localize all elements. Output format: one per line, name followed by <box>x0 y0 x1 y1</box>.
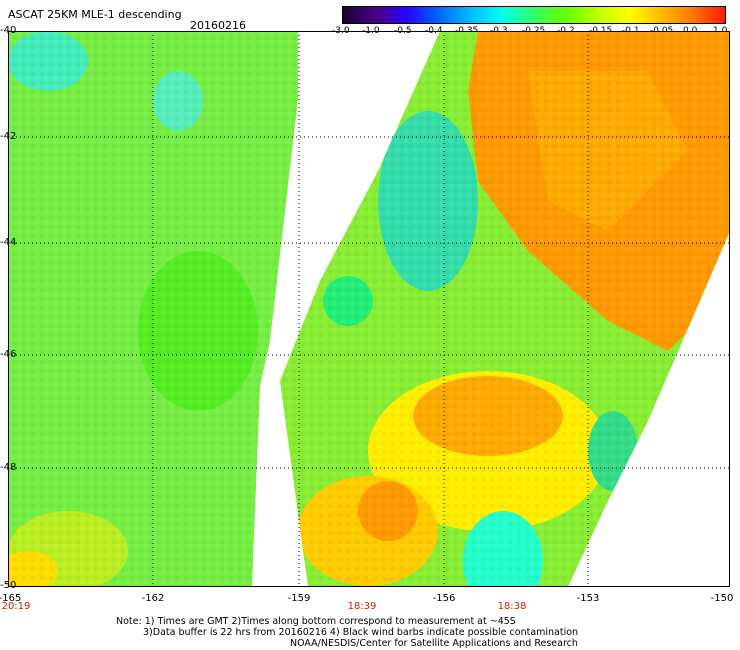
note-line-3: NOAA/NESDIS/Center for Satellite Applica… <box>290 638 578 649</box>
lat-label: -46 <box>0 349 17 360</box>
note-line-1: Note: 1) Times are GMT 2)Times along bot… <box>116 616 516 627</box>
lat-label: -48 <box>0 462 17 473</box>
map-frame <box>8 31 730 587</box>
color-scale-bar <box>342 6 726 24</box>
lat-label: -44 <box>0 237 17 248</box>
graticule <box>8 31 730 587</box>
swath-left <box>8 31 298 587</box>
lon-label: -165 <box>0 593 22 604</box>
map-date: 20160216 <box>190 19 246 32</box>
time-label: 18:38 <box>497 601 527 612</box>
lat-label: -40 <box>0 25 17 36</box>
lon-label: -150 <box>710 593 734 604</box>
swath-right <box>280 31 730 587</box>
wind-field-map <box>8 31 730 587</box>
time-label: 20:19 <box>1 601 31 612</box>
lon-label: -153 <box>576 593 600 604</box>
note-line-2: 3)Data buffer is 22 hrs from 20160216 4)… <box>143 627 579 638</box>
lon-label: -156 <box>432 593 456 604</box>
lat-label: -42 <box>0 131 17 142</box>
lat-label: -50 <box>0 580 17 591</box>
time-label: 18:39 <box>347 601 377 612</box>
lon-label: -162 <box>141 593 165 604</box>
lon-label: -159 <box>287 593 311 604</box>
map-title: ASCAT 25KM MLE-1 descending <box>8 8 182 21</box>
